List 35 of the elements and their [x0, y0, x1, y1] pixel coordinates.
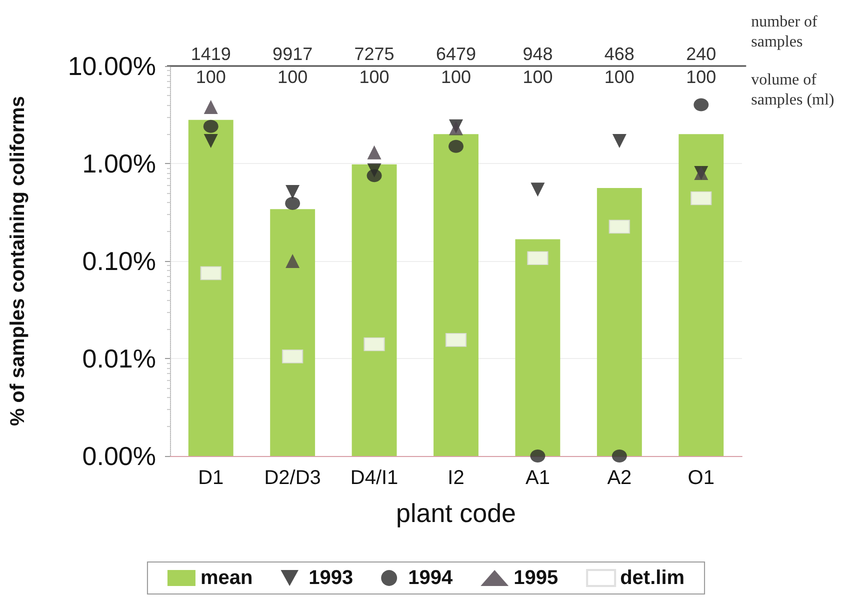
text: volume of samples (ml) [751, 72, 834, 108]
legend-label: det.lim [620, 567, 685, 589]
text: 1419 [190, 44, 231, 64]
annotation: 100 [686, 67, 716, 87]
legend-label: mean [200, 567, 253, 589]
y-tick-label: 1.00% [82, 148, 156, 178]
text: 9917 [272, 44, 313, 64]
text: 468 [604, 44, 634, 64]
annotation: 100 [196, 67, 226, 87]
y-tick-label: 0.01% [82, 344, 156, 374]
legend-label: 1995 [514, 567, 558, 589]
text: 6479 [436, 44, 476, 64]
x-tick-label: I2 [448, 467, 464, 489]
text: 7275 [354, 44, 394, 64]
annotation: 100 [359, 67, 390, 87]
annotation: 100 [604, 67, 634, 87]
y-axis-title: % of samples containing coliforms [7, 96, 29, 426]
annotation: 100 [278, 67, 308, 87]
text: number of samples [751, 14, 822, 50]
y-tick-label: 0.00% [82, 441, 156, 471]
y-tick-label: 0.10% [82, 246, 156, 276]
x-tick-label: A2 [607, 467, 632, 489]
x-tick-label: D1 [198, 467, 224, 489]
x-tick-label: O1 [688, 467, 714, 489]
legend-label: 1993 [308, 567, 354, 589]
text: 948 [522, 44, 553, 64]
x-tick-label: D4/I1 [350, 467, 398, 489]
x-tick-label: D2/D3 [264, 467, 321, 489]
annotation: 100 [522, 67, 553, 87]
legend-label: 1994 [408, 567, 454, 589]
y-tick-label: 10.00% [68, 51, 156, 81]
text: 240 [686, 44, 716, 64]
x-tick-label: A1 [525, 467, 550, 489]
annotation: 100 [440, 67, 472, 87]
x-axis-title: plant code [396, 498, 516, 528]
